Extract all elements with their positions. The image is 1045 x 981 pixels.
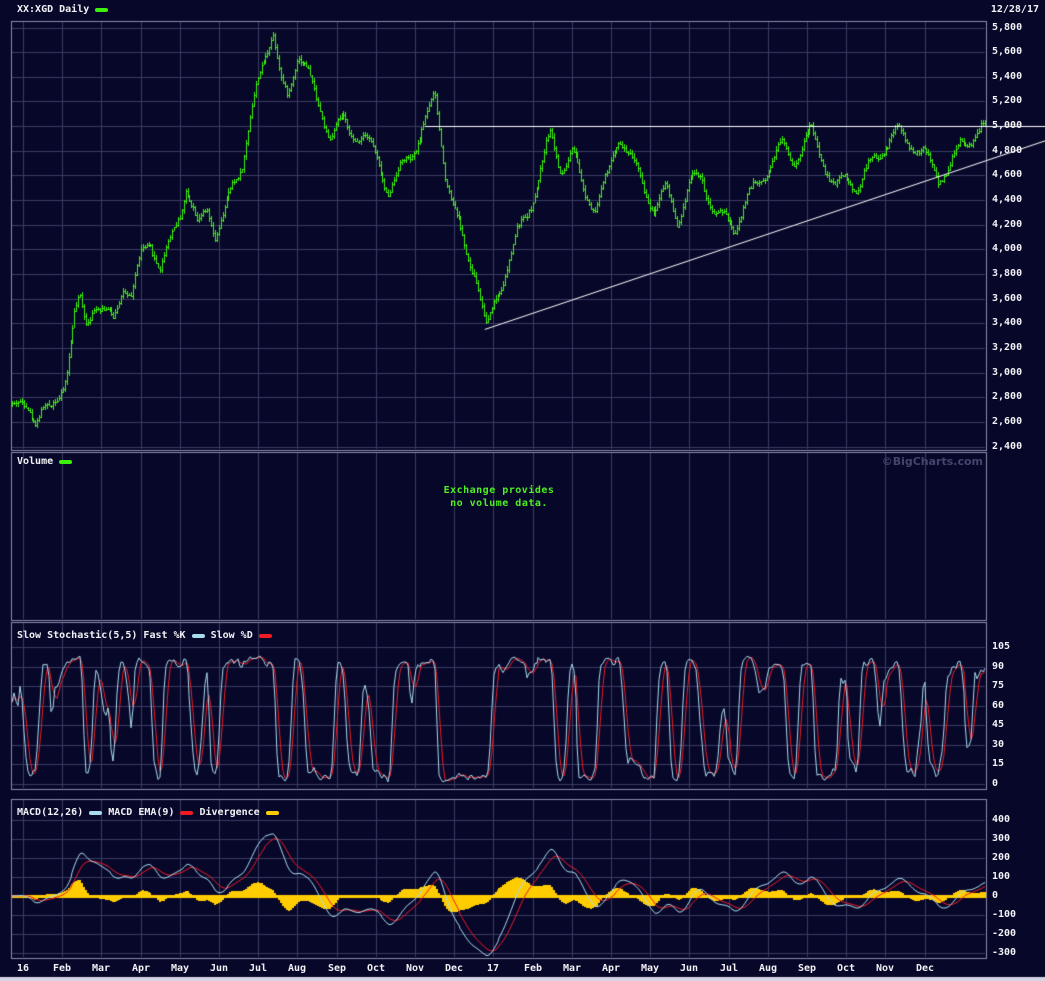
- month-label: May: [640, 963, 660, 974]
- macd-legend-label: MACD(12,26): [17, 807, 84, 818]
- price-axis-label: 4,400: [992, 194, 1023, 205]
- stochastic-axis-label: 90: [992, 661, 1005, 672]
- month-label: Aug: [758, 963, 778, 974]
- volume-legend-swatch: [59, 459, 73, 464]
- stochastic-panel-header: Slow Stochastic(5,5) Fast %K Slow %D: [17, 630, 272, 641]
- bigcharts-watermark: ©BigCharts.com: [881, 455, 983, 468]
- price-axis-label: 2,400: [992, 441, 1023, 452]
- month-label: May: [170, 963, 190, 974]
- month-label: Feb: [523, 963, 543, 974]
- volume-panel-header: Volume: [17, 456, 73, 467]
- month-label: Oct: [836, 963, 856, 974]
- macd-axis-label: -100: [992, 909, 1017, 920]
- no-volume-message-line2: no volume data.: [450, 498, 548, 509]
- price-axis-label: 5,800: [992, 22, 1023, 33]
- symbol-title: XX:XGD Daily: [17, 4, 90, 15]
- macd-axis-label: 300: [992, 833, 1011, 844]
- price-axis-label: 4,600: [992, 169, 1023, 180]
- price-axis-label: 5,600: [992, 46, 1023, 57]
- month-label: Aug: [287, 963, 307, 974]
- last-date: 12/28/17: [991, 4, 1039, 15]
- month-label: Mar: [91, 963, 111, 974]
- slow-d-legend-swatch: [258, 633, 272, 638]
- stochastic-axis-label: 30: [992, 739, 1005, 750]
- macd-axis-label: -300: [992, 947, 1017, 958]
- macd-axis-label: 100: [992, 871, 1011, 882]
- fast-k-legend-label: Fast %K: [143, 630, 186, 641]
- month-label: Oct: [366, 963, 386, 974]
- price-axis-label: 4,200: [992, 219, 1023, 230]
- macd-axis-label: -200: [992, 928, 1017, 939]
- month-label: Dec: [444, 963, 464, 974]
- month-label: Feb: [52, 963, 72, 974]
- month-label: Apr: [601, 963, 621, 974]
- slow-d-legend-label: Slow %D: [210, 630, 253, 641]
- stochastic-axis-label: 105: [992, 641, 1011, 652]
- macd-panel-header: MACD(12,26) MACD EMA(9) Divergence: [17, 807, 279, 818]
- month-label: Nov: [875, 963, 895, 974]
- stochastic-axis-label: 45: [992, 719, 1005, 730]
- price-axis-label: 5,400: [992, 71, 1023, 82]
- month-label: Dec: [915, 963, 935, 974]
- month-label: Jul: [248, 963, 268, 974]
- no-volume-message-line1: Exchange provides: [443, 485, 555, 496]
- price-legend-swatch: [95, 7, 109, 12]
- stochastic-axis-label: 0: [992, 778, 999, 789]
- price-panel-header: XX:XGD Daily: [17, 4, 109, 15]
- month-label: 17: [486, 963, 500, 974]
- macd-ema-legend-swatch: [180, 810, 194, 815]
- macd-legend-swatch: [89, 810, 103, 815]
- price-axis-label: 4,800: [992, 145, 1023, 156]
- price-axis-label: 2,600: [992, 416, 1023, 427]
- last-date-label: 12/28/17: [990, 4, 1039, 15]
- price-axis-label: 2,800: [992, 391, 1023, 402]
- price-axis-label: 5,000: [992, 120, 1023, 131]
- price-axis-label: 3,800: [992, 268, 1023, 279]
- month-label: Jul: [719, 963, 739, 974]
- month-label: Mar: [562, 963, 582, 974]
- divergence-legend-label: Divergence: [199, 807, 260, 818]
- price-axis-label: 4,000: [992, 243, 1023, 254]
- macd-axis-label: 200: [992, 852, 1011, 863]
- month-label: Jun: [209, 963, 229, 974]
- month-label: Sep: [327, 963, 347, 974]
- no-volume-message: Exchange provides no volume data.: [394, 484, 604, 510]
- macd-ema-legend-label: MACD EMA(9): [108, 807, 175, 818]
- month-label: Apr: [131, 963, 151, 974]
- stochastic-axis-label: 60: [992, 700, 1005, 711]
- macd-axis-label: 0: [992, 890, 999, 901]
- fast-k-legend-swatch: [191, 633, 205, 638]
- month-label: 16: [16, 963, 30, 974]
- price-axis-label: 3,400: [992, 317, 1023, 328]
- price-axis-label: 5,200: [992, 95, 1023, 106]
- month-label: Sep: [797, 963, 817, 974]
- stochastic-axis-label: 15: [992, 758, 1005, 769]
- price-axis-label: 3,600: [992, 293, 1023, 304]
- price-axis-label: 3,000: [992, 367, 1023, 378]
- price-axis-label: 3,200: [992, 342, 1023, 353]
- divergence-legend-swatch: [265, 810, 279, 815]
- stochastic-label: Slow Stochastic(5,5): [17, 630, 138, 641]
- month-label: Nov: [405, 963, 425, 974]
- volume-label: Volume: [17, 456, 54, 467]
- stochastic-axis-label: 75: [992, 680, 1005, 691]
- macd-axis-label: 400: [992, 814, 1011, 825]
- month-label: Jun: [679, 963, 699, 974]
